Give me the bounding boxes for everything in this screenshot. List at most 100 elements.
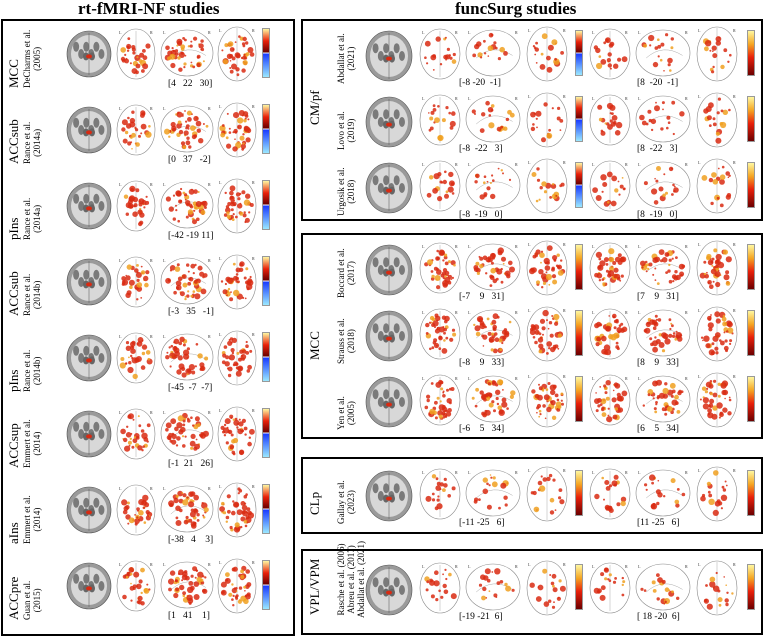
activation-blob — [137, 209, 143, 215]
activation-blob — [535, 596, 542, 602]
activation-blob — [445, 190, 449, 194]
activation-blob — [131, 110, 135, 114]
activation-blob — [137, 509, 139, 512]
activation-blob — [530, 111, 536, 118]
activation-blob — [485, 272, 488, 275]
activation-blob — [436, 249, 439, 253]
activation-blob — [601, 412, 607, 417]
activation-blob — [245, 344, 249, 348]
activation-blob — [715, 253, 722, 261]
activation-blob — [449, 56, 453, 60]
svg-text:L: L — [698, 374, 701, 379]
activation-blob — [190, 433, 196, 439]
svg-text:R: R — [685, 30, 688, 35]
activation-blob — [442, 573, 444, 576]
activation-blob — [241, 510, 246, 515]
svg-text:R: R — [515, 310, 518, 315]
activation-blob — [237, 487, 241, 491]
activation-blob — [641, 266, 644, 269]
activation-blob — [222, 430, 225, 434]
activation-blob — [447, 186, 454, 193]
activation-blob — [495, 396, 499, 401]
activation-blob — [126, 49, 130, 52]
svg-text:L: L — [468, 376, 471, 381]
activation-blob — [442, 268, 448, 273]
activation-blob — [482, 345, 485, 347]
activation-blob — [553, 258, 557, 262]
activation-blob — [180, 187, 183, 191]
activation-blob — [168, 432, 173, 438]
activation-blob — [177, 355, 183, 361]
activation-blob — [184, 54, 187, 57]
activation-blob — [235, 267, 241, 273]
activation-blob — [245, 41, 249, 45]
activation-blob — [186, 202, 190, 207]
activation-blob — [709, 380, 713, 383]
activation-blob — [142, 506, 146, 510]
activation-blob — [244, 217, 250, 223]
activation-blob — [222, 353, 227, 358]
activation-blob — [669, 382, 676, 389]
activation-blob — [711, 413, 718, 420]
activation-blob — [165, 355, 170, 360]
activation-blob — [607, 63, 612, 68]
activation-blob — [245, 511, 248, 514]
activation-blob — [196, 54, 201, 59]
activation-blob — [145, 510, 150, 515]
activation-blob — [676, 596, 680, 600]
activation-blob — [547, 44, 554, 51]
activation-blob — [438, 414, 443, 419]
activation-blob — [620, 328, 625, 333]
activation-blob — [672, 334, 676, 338]
activation-blob — [481, 112, 486, 117]
activation-blob — [594, 272, 599, 278]
study-label: Boccard et al. (2017) — [336, 248, 356, 298]
activation-blob — [442, 259, 445, 262]
svg-text:R: R — [685, 244, 688, 249]
activation-blob — [484, 393, 489, 398]
activation-blob — [165, 196, 171, 202]
target-marker — [386, 270, 392, 275]
activation-blob — [449, 120, 456, 127]
activation-blob — [226, 494, 231, 499]
activation-blob — [546, 245, 553, 251]
activation-blob — [434, 313, 439, 318]
activation-blob — [141, 344, 148, 350]
activation-blob — [133, 72, 136, 74]
svg-text:L: L — [219, 332, 222, 337]
svg-text:R: R — [685, 470, 688, 475]
activation-blob — [615, 320, 619, 324]
activation-blob — [233, 502, 239, 508]
activation-blob — [601, 406, 605, 410]
activation-blob — [242, 60, 248, 66]
activation-blob — [596, 590, 601, 594]
activation-blob — [143, 437, 149, 442]
activation-blob — [722, 109, 728, 115]
activation-blob — [182, 145, 187, 150]
activation-blob — [205, 124, 209, 128]
activation-blob — [133, 571, 140, 578]
activation-blob — [145, 200, 150, 205]
colorbar — [747, 30, 755, 76]
activation-blob — [543, 257, 550, 265]
activation-blob — [229, 297, 234, 302]
activation-blob — [619, 184, 624, 189]
svg-text:R: R — [625, 244, 628, 249]
activation-blob — [228, 131, 232, 134]
activation-blob — [704, 598, 708, 603]
activation-blob — [474, 180, 478, 184]
activation-blob — [123, 506, 129, 511]
activation-blob — [232, 566, 238, 572]
mni-coordinate: [1 41 1] — [168, 611, 210, 621]
svg-text:R: R — [252, 332, 255, 337]
activation-blob — [492, 278, 498, 284]
activation-blob — [120, 357, 125, 361]
activation-blob — [444, 409, 447, 412]
svg-text:R: R — [252, 256, 255, 261]
activation-blob — [231, 583, 234, 586]
